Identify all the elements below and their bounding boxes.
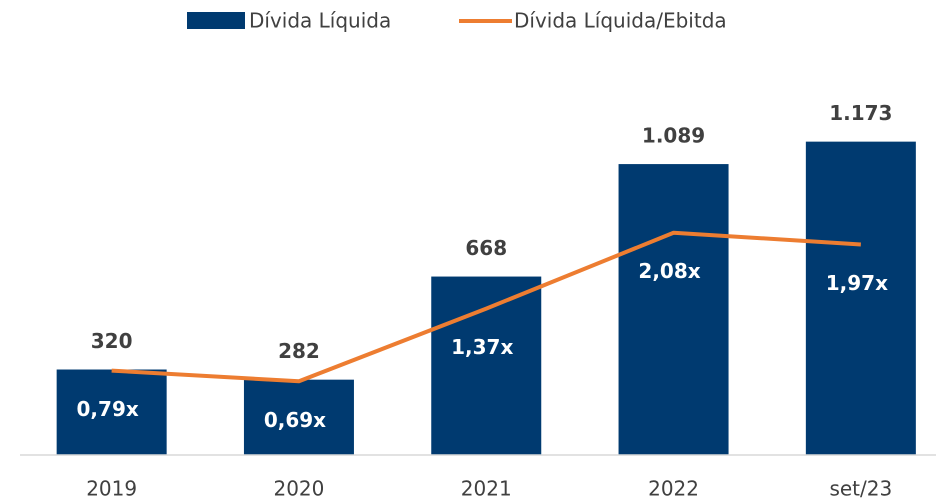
x-tick-label: 2021 [461,477,512,501]
line-value-label: 0,79x [77,397,139,421]
line-value-label: 2,08x [638,259,700,283]
bar [243,379,354,455]
line-value-label: 1,97x [826,271,888,295]
x-tick-label: set/23 [829,477,892,501]
bar-value-label: 1.173 [829,101,892,125]
legend-swatch-bar [187,12,245,29]
bar-value-label: 1.089 [642,124,705,148]
legend-label: Dívida Líquida/Ebitda [514,9,727,33]
x-tick-label: 2019 [86,477,137,501]
bar [56,369,167,455]
x-tick-label: 2022 [648,477,699,501]
bar-value-label: 282 [278,339,320,363]
bar-value-label: 320 [91,329,133,353]
bar [431,276,542,455]
line-value-label: 0,69x [264,408,326,432]
bar-value-label: 668 [465,236,507,260]
line [111,230,861,384]
bar [805,141,916,456]
x-tick-label: 2020 [273,477,324,501]
line-value-label: 1,37x [451,335,513,359]
bar [618,164,729,455]
legend-label: Dívida Líquida [249,9,391,33]
